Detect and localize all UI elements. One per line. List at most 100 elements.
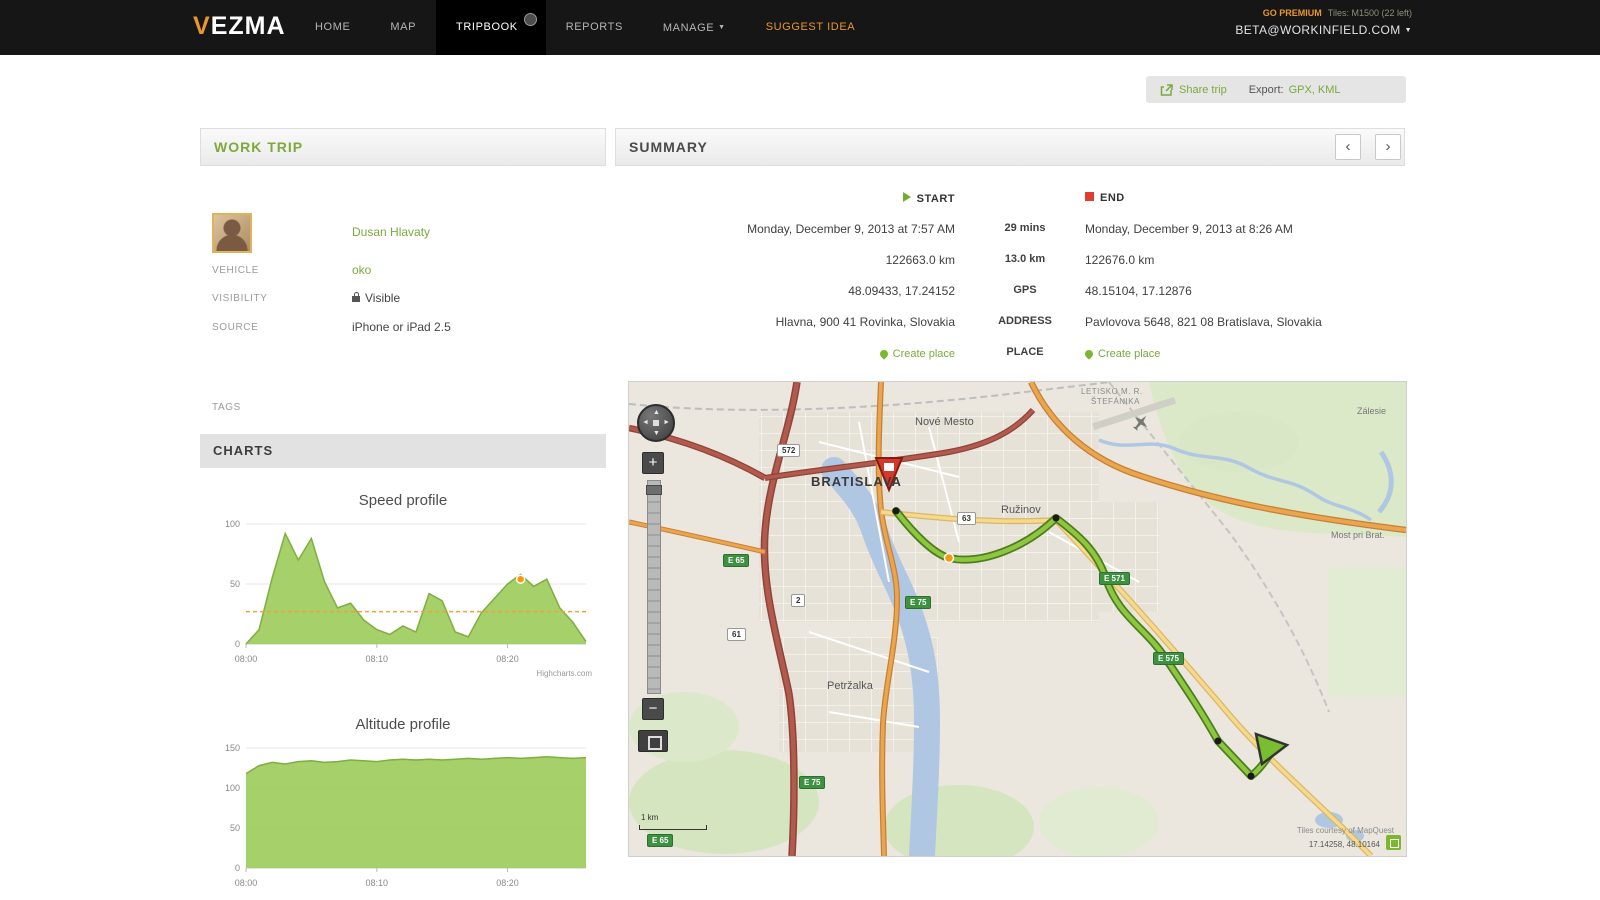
trip-panel-header: WORK TRIP	[200, 128, 606, 166]
zoom-in-button[interactable]: +	[642, 452, 664, 474]
end-create-place: Create place	[1083, 346, 1405, 360]
source-label: SOURCE	[212, 322, 259, 333]
nav-item-manage[interactable]: MANAGE ▼	[643, 0, 746, 55]
trip-map[interactable]: BRATISLAVA Nové Mesto Ružinov Petržalka …	[628, 381, 1407, 857]
map-airport-runway	[1092, 396, 1177, 431]
summary-row-gps: 48.09433, 17.24152 GPS 48.15104, 17.1287…	[615, 284, 1405, 304]
source-value: iPhone or iPad 2.5	[352, 320, 451, 334]
driver-name-link[interactable]: Dusan Hlavaty	[352, 225, 431, 239]
end-odometer: 122676.0 km	[1085, 253, 1155, 267]
share-trip-button[interactable]: Share trip	[1146, 84, 1241, 96]
route-waypoint	[1214, 737, 1222, 745]
nav-item-suggest-idea[interactable]: SUGGEST IDEA	[765, 21, 856, 33]
play-icon	[902, 192, 911, 202]
create-place-label: Create place	[892, 348, 955, 360]
account-block: GO PREMIUM Tiles: M1500 (22 left) BETA@WO…	[1235, 8, 1412, 37]
map-park	[629, 750, 819, 854]
export-label: Export:	[1248, 83, 1284, 96]
route-waypoint	[1247, 772, 1255, 780]
map-marker-toggle-icon[interactable]	[1386, 835, 1401, 850]
vehicle-label: VEHICLE	[212, 265, 259, 276]
road-badge-2: 2	[791, 594, 806, 607]
road-badge-e575: E 575	[1153, 652, 1184, 665]
svg-text:0: 0	[235, 639, 240, 649]
start-create-place: Create place	[645, 346, 955, 360]
map-park	[1039, 787, 1159, 856]
svg-text:08:10: 08:10	[366, 878, 389, 888]
chart-svg: 0 50 100 08:00 08:10 08:20	[225, 519, 587, 664]
visibility-value: Visible	[352, 291, 400, 305]
summary-row-odometer: 122663.0 km 13.0 km 122676.0 km	[615, 253, 1405, 273]
chevron-down-icon: ▼	[1404, 27, 1412, 34]
map-orange-road-northeast	[1028, 382, 1406, 534]
zoom-slider-handle[interactable]	[646, 485, 662, 495]
map-river-bend	[1377, 450, 1394, 514]
tiles-status: Tiles: M1500 (22 left)	[1327, 8, 1412, 18]
create-place-link-start[interactable]: Create place	[877, 348, 955, 360]
pan-right-icon[interactable]: ►	[663, 419, 670, 426]
map-attribution: Tiles courtesy of MapQuest	[1296, 826, 1394, 835]
svg-text:0: 0	[235, 863, 240, 873]
go-premium-link[interactable]: GO PREMIUM	[1262, 8, 1322, 18]
share-trip-label: Share trip	[1179, 83, 1227, 96]
main-nav: HOME MAP TRIPBOOK REPORTS MANAGE ▼ SUGGES…	[295, 0, 875, 55]
nav-item-map[interactable]: MAP	[390, 21, 417, 33]
zoom-slider[interactable]	[646, 480, 662, 694]
lock-icon	[352, 292, 360, 302]
start-header-label: START	[916, 193, 955, 205]
end-time: Monday, December 9, 2013 at 8:26 AM	[1085, 222, 1293, 236]
map-railway	[629, 382, 1110, 411]
map-layers-button[interactable]	[638, 730, 668, 752]
road-badge-572: 572	[777, 444, 801, 457]
pin-icon	[1083, 348, 1095, 360]
map-railway	[1108, 382, 1330, 713]
map-pan-control[interactable]: ▲ ▼ ◄ ►	[637, 404, 675, 442]
svg-text:100: 100	[225, 519, 240, 529]
map-orange-road-west	[629, 519, 766, 555]
pan-left-icon[interactable]: ◄	[642, 419, 649, 426]
create-place-link-end[interactable]: Create place	[1083, 348, 1161, 360]
route-event-point	[943, 552, 955, 564]
route-waypoint	[892, 507, 900, 515]
summary-header-row: START END	[615, 192, 1405, 212]
road-badge-e571: E 571	[1099, 572, 1130, 585]
highcharts-credit[interactable]: Highcharts.com	[536, 669, 592, 678]
share-icon	[1160, 83, 1173, 96]
vehicle-link[interactable]: oko	[352, 263, 372, 277]
app-logo[interactable]: VEZMA	[193, 12, 286, 40]
pan-center-icon[interactable]	[653, 420, 659, 426]
prev-trip-button[interactable]: ‹	[1335, 134, 1361, 160]
export-links[interactable]: GPX, KML	[1288, 83, 1341, 96]
pan-up-icon[interactable]: ▲	[653, 409, 660, 416]
end-marker[interactable]	[1254, 732, 1290, 767]
visibility-text: Visible	[365, 291, 401, 305]
start-header: START	[645, 192, 955, 205]
svg-text:50: 50	[230, 579, 240, 589]
summary-row-place: Create place PLACE Create place	[615, 346, 1405, 366]
create-place-label: Create place	[1098, 348, 1161, 360]
driver-avatar[interactable]	[212, 213, 252, 253]
road-badge-e65-south: E 65	[647, 834, 674, 847]
end-address: Pavlovova 5648, 821 08 Bratislava, Slova…	[1085, 315, 1322, 329]
nav-item-reports[interactable]: REPORTS	[565, 21, 623, 33]
nav-item-home[interactable]: HOME	[315, 21, 351, 33]
summary-panel-header: SUMMARY	[615, 128, 1405, 166]
road-badge-61: 61	[727, 628, 746, 641]
account-menu[interactable]: BETA@WORKINFIELD.COM ▼	[1235, 23, 1412, 37]
next-trip-button[interactable]: ›	[1375, 134, 1401, 160]
end-gps: 48.15104, 17.12876	[1085, 284, 1192, 298]
map-river-danube	[821, 457, 941, 856]
pan-down-icon[interactable]: ▼	[653, 430, 660, 437]
altitude-chart: 0 50 100 150 08:00 08:10 08:20	[212, 740, 594, 892]
start-marker[interactable]	[874, 457, 904, 493]
map-scale-label: 1 km	[641, 813, 659, 822]
nav-item-tripbook[interactable]: TRIPBOOK	[436, 0, 546, 55]
duration: 29 mins	[1004, 222, 1046, 234]
distance: 13.0 km	[1004, 253, 1046, 265]
map-canvas	[629, 382, 1406, 856]
svg-text:08:10: 08:10	[366, 654, 389, 664]
zoom-out-button[interactable]: −	[642, 698, 664, 720]
road-badge-e75-south: E 75	[799, 776, 826, 789]
svg-text:150: 150	[225, 743, 240, 753]
svg-text:08:00: 08:00	[235, 878, 258, 888]
